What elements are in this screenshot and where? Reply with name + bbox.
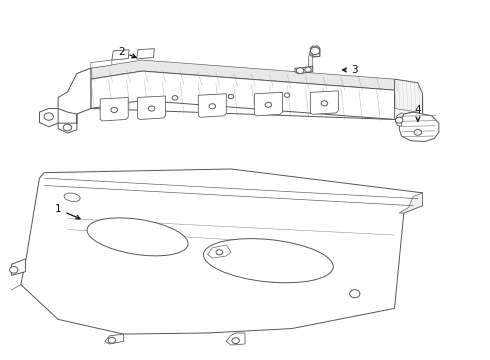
Circle shape <box>10 266 18 273</box>
Circle shape <box>232 338 240 343</box>
Polygon shape <box>309 54 313 69</box>
Circle shape <box>111 107 118 113</box>
Polygon shape <box>11 259 25 275</box>
Ellipse shape <box>87 218 188 256</box>
Polygon shape <box>226 333 245 345</box>
Circle shape <box>350 290 360 298</box>
Polygon shape <box>137 49 154 59</box>
Circle shape <box>321 101 328 106</box>
Circle shape <box>265 102 271 107</box>
Circle shape <box>63 124 72 131</box>
Circle shape <box>216 250 222 255</box>
Polygon shape <box>198 94 226 117</box>
Polygon shape <box>40 108 58 127</box>
Circle shape <box>209 104 216 109</box>
Circle shape <box>44 113 53 120</box>
Polygon shape <box>91 71 394 120</box>
Polygon shape <box>91 60 112 68</box>
Polygon shape <box>58 114 77 133</box>
Text: 3: 3 <box>343 65 358 75</box>
Circle shape <box>310 47 320 55</box>
Circle shape <box>148 106 155 111</box>
Polygon shape <box>112 50 129 60</box>
Polygon shape <box>310 91 339 114</box>
Polygon shape <box>91 60 394 90</box>
Polygon shape <box>138 96 166 120</box>
Circle shape <box>414 129 421 135</box>
Text: 2: 2 <box>118 46 136 58</box>
Circle shape <box>284 93 290 98</box>
Polygon shape <box>208 245 231 258</box>
Polygon shape <box>105 334 123 344</box>
Polygon shape <box>100 98 128 121</box>
Ellipse shape <box>64 193 80 202</box>
Polygon shape <box>254 92 282 116</box>
Text: 1: 1 <box>55 204 80 219</box>
Polygon shape <box>310 46 320 57</box>
Polygon shape <box>310 48 320 57</box>
Polygon shape <box>394 108 422 124</box>
Circle shape <box>395 117 403 123</box>
Circle shape <box>305 67 311 72</box>
Circle shape <box>108 337 116 343</box>
Polygon shape <box>395 113 404 126</box>
Circle shape <box>296 68 304 73</box>
Polygon shape <box>399 112 439 141</box>
Polygon shape <box>77 68 91 114</box>
Circle shape <box>407 113 415 119</box>
Polygon shape <box>58 68 91 114</box>
Circle shape <box>228 94 234 99</box>
Polygon shape <box>21 169 422 334</box>
Circle shape <box>172 96 178 100</box>
Ellipse shape <box>203 239 333 283</box>
Polygon shape <box>295 66 313 73</box>
Polygon shape <box>394 79 422 124</box>
Polygon shape <box>399 193 422 213</box>
Text: 4: 4 <box>415 105 421 121</box>
